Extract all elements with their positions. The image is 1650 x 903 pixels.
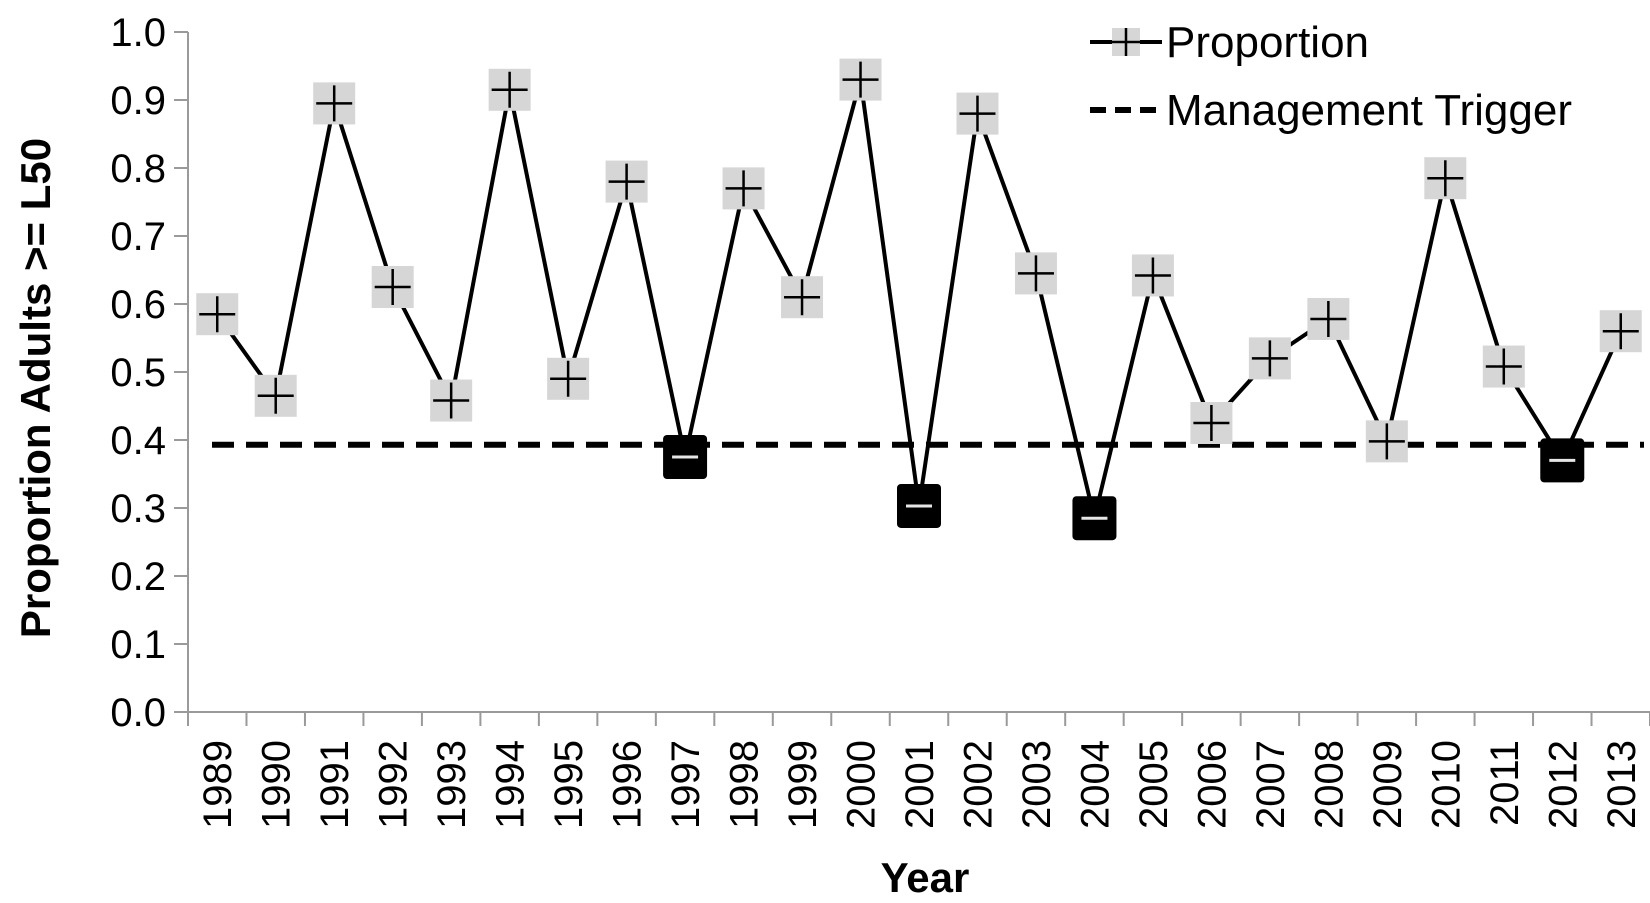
x-tick-label: 1993	[430, 740, 474, 829]
x-tick-label: 2005	[1132, 740, 1176, 829]
legend-item-proportion: Proportion	[1090, 18, 1369, 67]
x-tick-label: 2013	[1600, 740, 1644, 829]
x-tick-label: 1999	[781, 740, 825, 829]
plus-icon	[1602, 313, 1639, 350]
legend-proportion-plus-icon	[1112, 28, 1140, 56]
plus-icon	[257, 377, 294, 414]
plus-icon	[608, 163, 645, 200]
x-tick-label: 1996	[606, 740, 650, 829]
marker-below-trigger	[1072, 496, 1117, 541]
y-tick-label: 0.3	[110, 487, 166, 531]
x-tick-label: 2012	[1541, 740, 1585, 829]
plus-icon	[1427, 160, 1464, 197]
marker-below-trigger	[663, 435, 708, 479]
x-tick-label: 2000	[840, 740, 884, 829]
marker-point	[1131, 254, 1174, 297]
x-tick-label: 1995	[547, 740, 591, 829]
marker-point	[781, 276, 824, 319]
y-tick-label: 1.0	[110, 11, 166, 55]
x-tick-label: 2006	[1190, 740, 1234, 829]
plus-icon	[1368, 423, 1405, 460]
marker-point	[254, 374, 297, 417]
plus-icon	[491, 71, 528, 108]
plus-icon	[1310, 300, 1347, 337]
legend-item-management-trigger: Management Trigger	[1090, 86, 1572, 135]
plus-icon	[1251, 340, 1288, 377]
marker-point	[1248, 337, 1291, 380]
y-tick-label: 0.0	[110, 691, 166, 735]
marker-below-trigger	[897, 483, 941, 528]
proportion-markers	[196, 58, 1642, 541]
x-tick-label: 2007	[1249, 740, 1293, 829]
plus-icon	[199, 296, 236, 333]
x-tick-label: 2008	[1307, 740, 1351, 829]
marker-point	[1307, 297, 1350, 340]
x-tick-label: 2009	[1366, 740, 1410, 829]
legend-proportion-label: Proportion	[1166, 18, 1369, 67]
marker-point	[196, 293, 239, 336]
x-tick-label: 2001	[898, 740, 942, 829]
y-tick-label: 0.8	[110, 147, 166, 191]
x-tick-label: 2011	[1483, 740, 1527, 826]
marker-point	[605, 160, 648, 203]
plus-icon	[784, 279, 821, 316]
legend-trigger-label: Management Trigger	[1166, 86, 1572, 135]
x-tick-label: 2003	[1015, 740, 1059, 829]
marker-point	[1365, 420, 1408, 463]
x-tick-label: 1989	[196, 740, 240, 829]
plus-icon	[550, 360, 587, 397]
x-tick-label: 1997	[664, 740, 708, 829]
x-axis-ticks: 1989 1990 1991 1992 1993 1994 1995 1996 1997 1998…	[187, 712, 1650, 829]
proportion-line	[215, 77, 1623, 521]
marker-point	[1482, 345, 1525, 388]
legend: Proportion Management Trigger	[1090, 18, 1572, 135]
plus-icon	[842, 61, 879, 98]
x-tick-label: 2010	[1424, 740, 1468, 829]
plus-icon	[959, 95, 996, 132]
marker-point	[839, 58, 882, 101]
x-tick-label: 1994	[489, 740, 533, 829]
y-tick-label: 0.7	[110, 215, 166, 259]
plus-icon	[1017, 255, 1054, 292]
x-tick-label: 1992	[372, 740, 416, 829]
marker-point	[488, 68, 531, 111]
marker-point	[547, 357, 590, 400]
marker-point	[430, 379, 473, 422]
plus-icon	[374, 269, 411, 305]
plus-icon	[725, 170, 762, 207]
marker-point	[1014, 252, 1057, 295]
plus-icon	[433, 382, 470, 419]
x-tick-label: 1991	[313, 740, 357, 829]
marker-point	[1424, 157, 1467, 200]
y-axis-title: Proportion Adults >= L50	[12, 138, 59, 638]
y-tick-label: 0.2	[110, 555, 166, 599]
marker-below-trigger	[1540, 438, 1585, 483]
plus-icon	[1485, 348, 1522, 385]
y-tick-label: 0.1	[110, 623, 166, 667]
plus-icon	[1134, 257, 1171, 294]
marker-point	[722, 167, 765, 210]
plus-icon	[1193, 405, 1230, 441]
y-tick-label: 0.9	[110, 79, 166, 123]
x-tick-label: 2004	[1073, 740, 1117, 829]
x-axis-title: Year	[881, 854, 970, 901]
y-tick-label: 0.4	[110, 419, 166, 463]
x-tick-label: 1990	[255, 740, 299, 829]
y-tick-label: 0.6	[110, 283, 166, 327]
y-tick-label: 0.5	[110, 351, 166, 395]
y-axis-ticks: 0.0 0.1 0.2 0.3 0.4 0.5 0.6 0.7 0.8 0.9 1.0	[110, 11, 188, 735]
x-tick-label: 2002	[956, 740, 1000, 829]
marker-point	[371, 266, 414, 308]
marker-point	[313, 82, 356, 125]
plus-icon	[316, 85, 353, 122]
x-tick-label: 1998	[723, 740, 767, 829]
marker-point	[956, 92, 999, 135]
proportion-series-layer	[215, 77, 1623, 521]
marker-point	[1190, 402, 1233, 444]
marker-point	[1599, 310, 1642, 353]
